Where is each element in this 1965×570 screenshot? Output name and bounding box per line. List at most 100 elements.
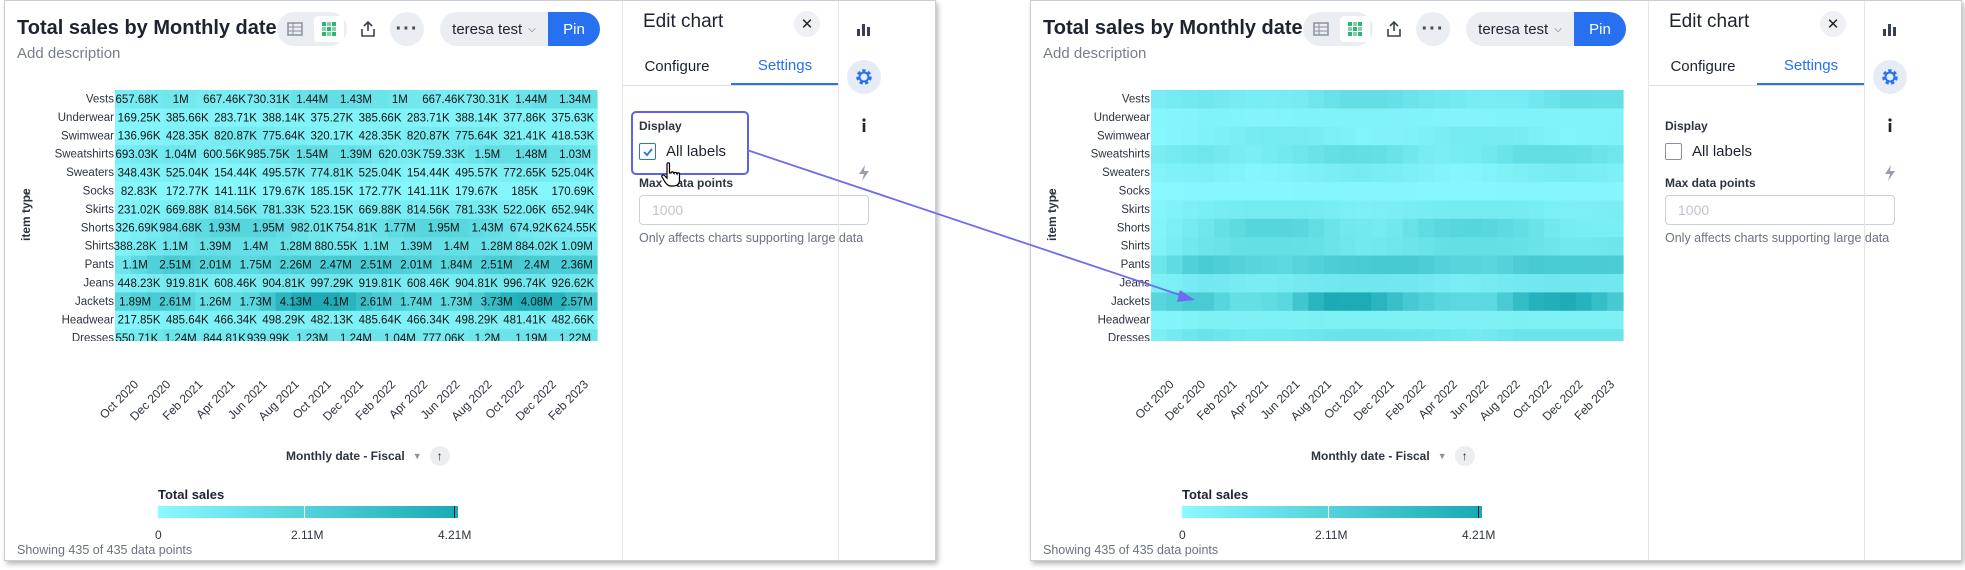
heatmap-cell: [1591, 274, 1608, 293]
heatmap-cell: [532, 274, 550, 293]
chart-icon[interactable]: [1873, 12, 1907, 46]
info-icon[interactable]: [1873, 108, 1907, 142]
sort-arrow-icon[interactable]: ↑: [1454, 446, 1475, 466]
heatmap-cell: [1276, 255, 1294, 275]
edit-chart-panel: Edit chart ✕ Configure Settings Display …: [622, 1, 869, 560]
table-icon[interactable]: [1306, 16, 1336, 42]
heatmap-cell: [1292, 145, 1309, 165]
more-icon[interactable]: ···: [390, 12, 424, 46]
heatmap-cell: [1402, 274, 1420, 293]
cell-label: 652.94K: [551, 204, 594, 216]
heatmap-cell: [1497, 218, 1514, 238]
heatmap-cell: [548, 310, 566, 330]
heatmap-cell: [1151, 126, 1168, 146]
heatmap-cell: [1560, 126, 1577, 146]
heatmap-cell: [1245, 126, 1262, 146]
all-labels-checkbox-row[interactable]: All labels: [639, 143, 726, 160]
add-description[interactable]: Add description: [17, 45, 121, 62]
heatmap-cell: [452, 292, 470, 312]
heatmap-cell: [1276, 200, 1294, 220]
heatmap-cell: [323, 237, 341, 257]
cell-label: 620.03K: [378, 149, 421, 161]
legend-title: Total sales: [1182, 487, 1249, 502]
tab-configure[interactable]: Configure: [1670, 57, 1736, 75]
heatmap-cell: [307, 310, 325, 330]
heatmap-cell: [1324, 163, 1341, 183]
cell-label: 525.04K: [551, 167, 594, 179]
y-axis-chevron-icon[interactable]: ▶: [25, 189, 32, 198]
tab-settings[interactable]: Settings: [731, 47, 839, 85]
tab-configure[interactable]: Configure: [644, 57, 710, 75]
heatmap-labels-off[interactable]: Vests Underwear Swimwear Sweatshirts Sweater…: [1031, 1, 1631, 341]
heatmap-cell: [1261, 237, 1278, 257]
cell-label: 939.99K: [247, 333, 290, 341]
cell-label: 185.15K: [310, 186, 353, 198]
heatmap-cell: [227, 90, 245, 109]
max-data-points-input[interactable]: 1000: [639, 195, 869, 225]
cell-label: 1.77M: [384, 223, 416, 235]
heatmap-cell: [1276, 90, 1294, 109]
heatmap-cell: [372, 237, 389, 257]
user-dropdown[interactable]: teresa test ⌵: [1466, 12, 1574, 46]
heatmap-cell: [1544, 182, 1561, 201]
heatmap-cell: [227, 274, 245, 293]
heatmap-cell: [372, 200, 389, 220]
heatmap-cell: [420, 237, 437, 257]
info-icon[interactable]: [847, 108, 881, 142]
heatmap-cell: [1387, 182, 1404, 201]
heatmap-cell: [1481, 255, 1498, 275]
heatmap-cell: [548, 292, 566, 312]
cell-label: 481.41K: [503, 315, 546, 327]
user-dropdown[interactable]: teresa test ⌵: [440, 12, 548, 46]
table-icon[interactable]: [280, 16, 310, 42]
more-icon[interactable]: ···: [1416, 12, 1450, 46]
max-data-points-input[interactable]: 1000: [1665, 195, 1895, 225]
tab-settings[interactable]: Settings: [1757, 47, 1865, 85]
edit-chart-panel: Edit chart ✕ Configure Settings Display …: [1648, 1, 1895, 560]
close-icon[interactable]: ✕: [794, 11, 820, 37]
add-description[interactable]: Add description: [1043, 45, 1147, 62]
lightning-icon[interactable]: [1873, 156, 1907, 190]
gear-icon[interactable]: [1873, 60, 1907, 94]
heatmap-cell: [1308, 292, 1325, 312]
chart-grid-icon[interactable]: [314, 16, 344, 42]
heatmap-cell: [1449, 329, 1467, 341]
all-labels-checkbox[interactable]: [1665, 143, 1682, 160]
heatmap-cell: [339, 163, 357, 183]
heatmap-cell: [436, 200, 453, 220]
heatmap-labels-on[interactable]: Vests 657.68K 1M 667.46K 730.31K 1.44M 1.43M 1M…: [5, 1, 605, 341]
share-icon[interactable]: [351, 12, 385, 46]
gear-icon[interactable]: [847, 60, 881, 94]
heatmap-cell: [548, 108, 566, 128]
heatmap-cell: [484, 200, 502, 220]
chart-icon[interactable]: [847, 12, 881, 46]
pin-button[interactable]: Pin: [548, 12, 600, 46]
heatmap-cell: [1324, 145, 1341, 165]
heatmap-cell: [339, 310, 357, 330]
pin-button[interactable]: Pin: [1574, 12, 1626, 46]
heatmap-cell: [1198, 182, 1215, 201]
all-labels-checkbox-row[interactable]: All labels: [1665, 143, 1752, 160]
cell-label: 781.33K: [262, 204, 305, 216]
heatmap-cell: [516, 218, 534, 238]
sort-arrow-icon[interactable]: ↑: [429, 446, 450, 466]
row-label: Sweaters: [66, 167, 114, 179]
heatmap-cell: [1575, 200, 1593, 220]
x-axis-title-group[interactable]: Monthly date - Fiscal ▼ ↑: [286, 446, 450, 466]
heatmap-cell: [1308, 108, 1325, 128]
chart-title[interactable]: Total sales by Monthly date ...: [17, 17, 299, 39]
lightning-icon[interactable]: [847, 156, 881, 190]
chart-grid-icon[interactable]: [1340, 16, 1370, 42]
heatmap-cell: [1151, 90, 1168, 109]
heatmap-cell: [436, 90, 453, 109]
close-icon[interactable]: ✕: [1820, 11, 1846, 37]
cell-label: 608.46K: [214, 278, 257, 290]
chart-title[interactable]: Total sales by Monthly date ...: [1043, 17, 1325, 39]
share-icon[interactable]: [1377, 12, 1411, 46]
heatmap-cell: [243, 329, 261, 341]
heatmap-cell: [516, 126, 534, 146]
all-labels-checkbox[interactable]: [639, 143, 656, 160]
cell-label: 2.01M: [400, 259, 432, 271]
x-axis-title-group[interactable]: Monthly date - Fiscal ▼ ↑: [1311, 446, 1475, 466]
user-label: teresa test: [1478, 20, 1549, 38]
